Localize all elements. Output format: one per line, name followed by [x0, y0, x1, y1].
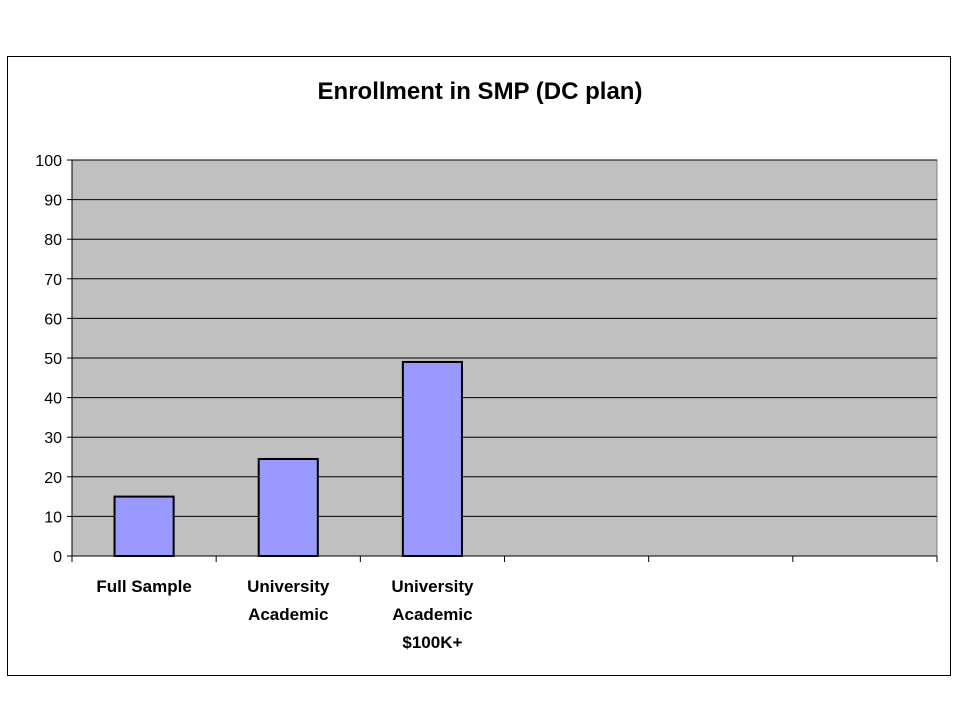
category-label: Academic [392, 605, 472, 624]
bar [113, 495, 175, 558]
category-label: $100K+ [402, 633, 462, 652]
category-label: University [247, 577, 330, 596]
y-tick-label: 80 [44, 232, 62, 249]
y-tick-label: 20 [44, 470, 62, 487]
category-label: Full Sample [96, 577, 191, 596]
y-tick-label: 100 [35, 153, 62, 170]
category-label: Academic [248, 605, 328, 624]
y-tick-label: 60 [44, 311, 62, 328]
category-label: University [391, 577, 474, 596]
y-tick-label: 30 [44, 430, 62, 447]
y-tick-label: 90 [44, 193, 62, 210]
bar [401, 360, 463, 557]
y-tick-label: 0 [53, 549, 62, 566]
y-tick-label: 10 [44, 509, 62, 526]
chart-title: Enrollment in SMP (DC plan) [317, 78, 643, 105]
y-tick-label: 50 [44, 351, 62, 368]
bar [257, 457, 319, 558]
y-tick-label: 70 [44, 272, 62, 289]
y-tick-label: 40 [44, 391, 62, 408]
